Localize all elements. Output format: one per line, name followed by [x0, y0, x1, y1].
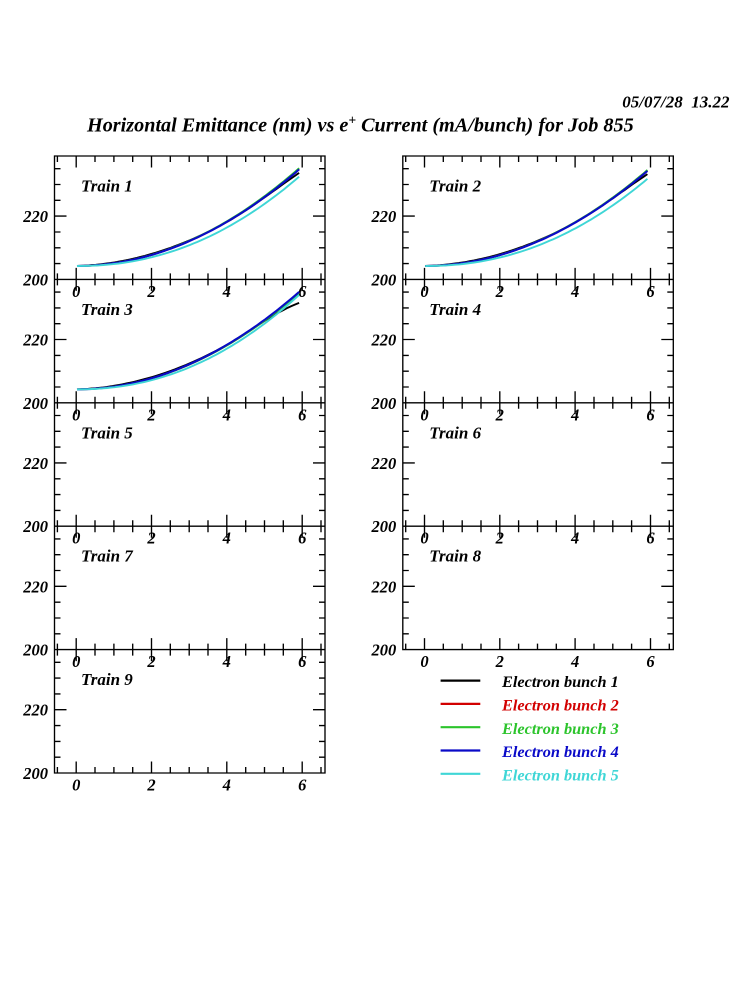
svg-text:220: 220 — [22, 331, 48, 350]
svg-text:2: 2 — [146, 776, 155, 795]
svg-text:4: 4 — [222, 529, 231, 548]
svg-text:220: 220 — [371, 577, 397, 596]
svg-text:Electron bunch 5: Electron bunch 5 — [501, 765, 619, 784]
svg-text:Train 8: Train 8 — [429, 547, 481, 566]
svg-text:4: 4 — [570, 529, 579, 548]
svg-text:Electron bunch 1: Electron bunch 1 — [501, 672, 619, 691]
svg-text:2: 2 — [495, 529, 504, 548]
svg-text:2: 2 — [495, 405, 504, 424]
svg-text:4: 4 — [570, 405, 579, 424]
svg-text:6: 6 — [298, 405, 307, 424]
svg-text:6: 6 — [298, 282, 307, 301]
svg-text:6: 6 — [646, 282, 655, 301]
svg-text:6: 6 — [646, 529, 655, 548]
svg-text:220: 220 — [22, 701, 48, 720]
svg-text:Train 4: Train 4 — [429, 300, 481, 319]
svg-text:05/07/28 13.22: 05/07/28 13.22 — [622, 93, 730, 112]
svg-text:6: 6 — [646, 652, 655, 671]
svg-text:0: 0 — [72, 529, 80, 548]
svg-text:0: 0 — [72, 405, 80, 424]
svg-text:6: 6 — [298, 776, 307, 795]
svg-text:200: 200 — [371, 394, 397, 413]
svg-text:6: 6 — [298, 652, 307, 671]
svg-text:Train 7: Train 7 — [81, 547, 134, 566]
svg-text:2: 2 — [146, 529, 155, 548]
svg-text:0: 0 — [72, 776, 80, 795]
svg-text:Electron bunch 2: Electron bunch 2 — [501, 696, 619, 715]
svg-text:200: 200 — [22, 641, 48, 660]
svg-text:4: 4 — [222, 405, 231, 424]
svg-text:Train 1: Train 1 — [81, 177, 133, 196]
svg-text:Electron bunch 3: Electron bunch 3 — [501, 719, 619, 738]
svg-text:220: 220 — [371, 207, 397, 226]
svg-text:6: 6 — [298, 529, 307, 548]
svg-text:200: 200 — [371, 270, 397, 289]
svg-text:Horizontal Emittance (nm) vs e: Horizontal Emittance (nm) vs e+ Current … — [86, 113, 634, 137]
svg-text:220: 220 — [371, 454, 397, 473]
svg-text:0: 0 — [420, 282, 428, 301]
svg-text:0: 0 — [420, 405, 428, 424]
svg-text:220: 220 — [22, 207, 48, 226]
svg-text:200: 200 — [22, 517, 48, 536]
svg-text:200: 200 — [371, 517, 397, 536]
svg-text:4: 4 — [222, 652, 231, 671]
svg-text:Train 6: Train 6 — [429, 423, 481, 442]
svg-text:200: 200 — [22, 764, 48, 783]
svg-text:2: 2 — [146, 405, 155, 424]
svg-text:Train 3: Train 3 — [81, 300, 133, 319]
svg-text:Train 2: Train 2 — [429, 177, 481, 196]
svg-text:220: 220 — [22, 454, 48, 473]
svg-text:2: 2 — [495, 652, 504, 671]
svg-text:4: 4 — [222, 776, 231, 795]
svg-text:4: 4 — [570, 652, 579, 671]
svg-text:6: 6 — [646, 405, 655, 424]
svg-text:Train 9: Train 9 — [81, 670, 133, 689]
svg-text:2: 2 — [146, 652, 155, 671]
svg-text:200: 200 — [22, 394, 48, 413]
svg-text:Train 5: Train 5 — [81, 423, 133, 442]
svg-text:200: 200 — [22, 270, 48, 289]
svg-text:0: 0 — [420, 652, 428, 671]
svg-text:200: 200 — [371, 641, 397, 660]
svg-text:4: 4 — [222, 282, 231, 301]
svg-text:4: 4 — [570, 282, 579, 301]
svg-text:Electron bunch 4: Electron bunch 4 — [501, 742, 619, 761]
svg-text:2: 2 — [495, 282, 504, 301]
svg-text:220: 220 — [371, 331, 397, 350]
svg-text:0: 0 — [420, 529, 428, 548]
svg-text:2: 2 — [146, 282, 155, 301]
svg-text:0: 0 — [72, 282, 80, 301]
svg-text:0: 0 — [72, 652, 80, 671]
svg-text:220: 220 — [22, 577, 48, 596]
